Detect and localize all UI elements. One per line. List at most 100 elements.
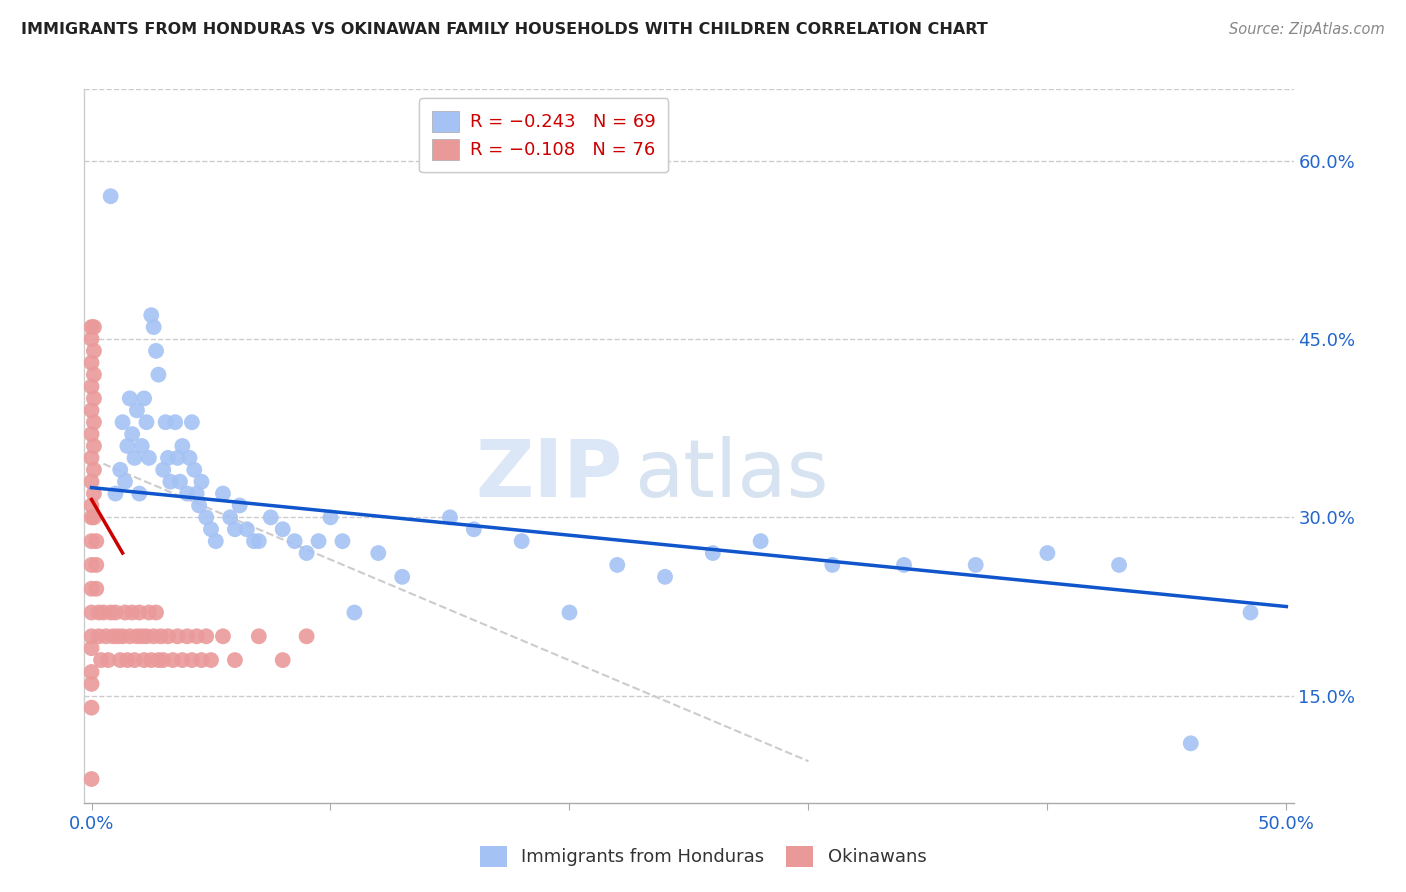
Point [93,606,115,620]
Point [80,641,103,656]
Point [138,606,160,620]
Point [80,427,103,442]
Point [107,629,129,643]
Point [367,546,389,560]
Point [141,308,163,322]
Point [80,629,103,643]
Point [236,522,259,536]
Point [188,499,211,513]
Point [121,606,143,620]
Point [83,320,105,334]
Point [172,653,194,667]
Point [247,534,270,549]
Point [1239,606,1261,620]
Point [155,415,177,429]
Point [80,475,103,489]
Point [510,534,533,549]
Point [80,403,103,417]
Point [141,653,163,667]
Point [84,558,107,572]
Point [439,510,461,524]
Point [893,558,915,572]
Point [97,653,120,667]
Point [104,486,127,500]
Point [132,653,155,667]
Text: Source: ZipAtlas.com: Source: ZipAtlas.com [1229,22,1385,37]
Point [200,522,222,536]
Point [80,772,103,786]
Point [80,677,103,691]
Point [166,629,188,643]
Point [80,332,103,346]
Point [80,558,103,572]
Point [80,700,103,714]
Point [159,475,181,489]
Point [284,534,307,549]
Point [162,653,184,667]
Point [87,606,110,620]
Text: atlas: atlas [634,435,830,514]
Point [142,629,165,643]
Point [195,629,218,643]
Point [118,392,141,406]
Point [83,415,105,429]
Point [117,439,139,453]
Point [156,629,179,643]
Point [111,415,134,429]
Point [219,510,242,524]
Point [131,439,153,453]
Point [606,558,628,572]
Point [100,606,122,620]
Point [190,653,212,667]
Point [149,629,172,643]
Point [128,606,150,620]
Point [228,499,250,513]
Point [169,475,191,489]
Point [84,582,107,596]
Point [100,189,122,203]
Point [212,629,235,643]
Point [80,534,103,549]
Point [101,629,124,643]
Point [183,463,205,477]
Point [821,558,844,572]
Point [1108,558,1130,572]
Point [117,653,139,667]
Point [118,629,141,643]
Point [94,629,117,643]
Point [128,486,150,500]
Point [125,629,148,643]
Point [83,343,105,358]
Point [124,450,146,465]
Point [1036,546,1059,560]
Point [204,534,226,549]
Point [180,415,202,429]
Point [80,606,103,620]
Point [84,534,107,549]
Point [80,665,103,679]
Point [308,534,330,549]
Point [186,629,208,643]
Point [702,546,724,560]
Point [176,486,198,500]
Point [145,606,167,620]
Point [190,475,212,489]
Point [391,570,413,584]
Point [121,427,143,442]
Point [965,558,987,572]
Legend: Immigrants from Honduras, Okinawans: Immigrants from Honduras, Okinawans [472,838,934,874]
Point [114,475,136,489]
Point [124,653,146,667]
Legend: R = −0.243   N = 69, R = −0.108   N = 76: R = −0.243 N = 69, R = −0.108 N = 76 [419,98,668,172]
Point [247,629,270,643]
Point [80,450,103,465]
Point [148,653,170,667]
Point [80,582,103,596]
Point [145,343,167,358]
Point [131,629,153,643]
Point [83,510,105,524]
Point [83,368,105,382]
Point [138,450,160,465]
Point [152,653,174,667]
Point [172,439,194,453]
